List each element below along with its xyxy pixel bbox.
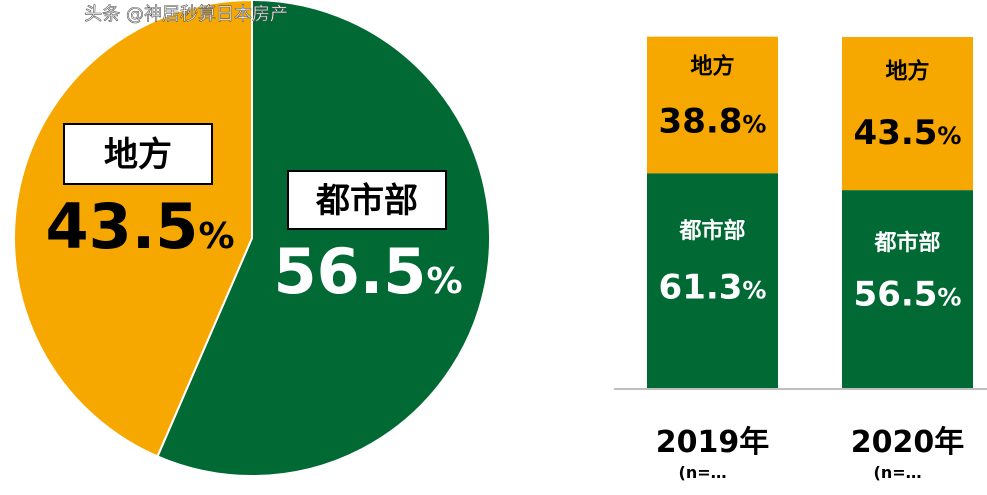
bar-category-note-1: (n=… (874, 463, 922, 482)
bar-value-rural-0-unit: % (742, 110, 766, 138)
pie-label-box-urban (287, 170, 447, 230)
pie-value-urban-unit: % (426, 261, 462, 302)
bar-value-urban-1-number: 56.5 (854, 274, 938, 314)
bar-value-rural-1-number: 43.5 (854, 113, 938, 153)
bar-category-note-0: (n=… (679, 463, 727, 482)
pie-value-urban-number: 56.5 (273, 235, 426, 308)
bar-segment-rural-1 (842, 37, 973, 191)
bar-value-rural-1: 43.5% (854, 113, 962, 153)
bar-segment-urban-1 (842, 190, 973, 389)
pie-value-urban: 56.5% (273, 235, 462, 308)
watermark-text: 头条 @神居秒算日本房产 (84, 4, 288, 25)
bar-value-urban-1: 56.5% (854, 274, 962, 314)
bar-segment-urban-0 (647, 173, 778, 389)
bar-category-label-1: 2020年 (851, 425, 965, 460)
stacked-bar-chart: 都市部 61.3% 地方 38.8% 2019年 (n=… 都市部 56.5% 地方 43.5% 2… (614, 36, 987, 482)
bar-value-urban-0-number: 61.3 (659, 267, 743, 307)
bar-series-label-urban-0: 都市部 (678, 218, 745, 244)
pie-chart: 都市部 56.5% 地方 43.5% (13, 0, 491, 477)
bar-value-urban-1-unit: % (937, 283, 961, 311)
pie-slice-rural (13, 0, 253, 458)
bar-category-label-0: 2019年 (656, 425, 770, 460)
bar-series-label-rural-0: 地方 (690, 54, 734, 80)
pie-value-rural-unit: % (198, 216, 234, 257)
bar-value-urban-0: 61.3% (659, 267, 767, 307)
watermark: 头条 @神居秒算日本房产 (84, 4, 288, 26)
bar-value-rural-0: 38.8% (659, 101, 767, 141)
bar-value-rural-0-number: 38.8 (659, 101, 743, 141)
pie-slice-urban (156, 0, 491, 477)
bar-value-rural-1-unit: % (937, 122, 961, 150)
pie-label-rural: 地方 (104, 135, 172, 175)
bar-series-label-urban-1: 都市部 (873, 230, 940, 256)
pie-label-box-rural (63, 123, 213, 185)
bar-segment-rural-0 (647, 36, 778, 174)
pie-value-rural-number: 43.5 (45, 190, 198, 263)
pie-label-urban: 都市部 (315, 181, 418, 221)
bar-value-urban-0-unit: % (742, 276, 766, 304)
bar-series-label-rural-1: 地方 (885, 58, 929, 84)
pie-value-rural: 43.5% (45, 190, 234, 263)
